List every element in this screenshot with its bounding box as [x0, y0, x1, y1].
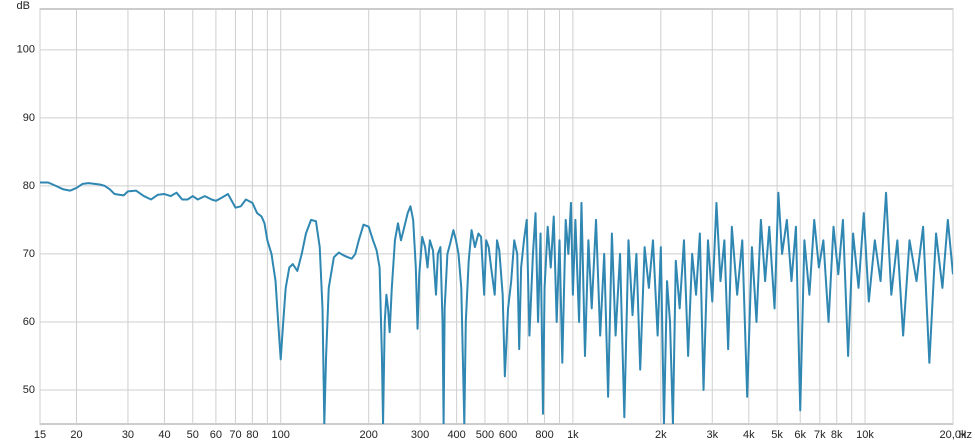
x-tick-label: 300	[411, 429, 429, 441]
y-axis-label: dB	[17, 0, 30, 12]
y-tick-label: 90	[23, 112, 35, 124]
x-tick-label: 60	[210, 429, 222, 441]
x-tick-label: 8k	[831, 429, 843, 441]
x-tick-label: 1k	[567, 429, 579, 441]
x-tick-label: 80	[246, 429, 258, 441]
x-tick-label: 20	[70, 429, 82, 441]
x-tick-label: 500	[476, 429, 494, 441]
x-tick-label: 10k	[856, 429, 874, 441]
x-tick-label: 40	[158, 429, 170, 441]
x-tick-label: 400	[447, 429, 465, 441]
x-tick-label: 800	[535, 429, 553, 441]
x-tick-label: 100	[272, 429, 290, 441]
x-tick-label: 20,0k	[940, 429, 967, 441]
x-tick-label: 3k	[706, 429, 718, 441]
y-tick-label: 60	[23, 316, 35, 328]
y-tick-label: 70	[23, 248, 35, 260]
y-tick-label: 50	[23, 384, 35, 396]
response-line	[40, 181, 953, 424]
x-tick-label: 50	[187, 429, 199, 441]
x-tick-label: 4k	[743, 429, 755, 441]
x-axis-unit: Hz	[959, 429, 972, 441]
x-tick-label: 200	[359, 429, 377, 441]
x-tick-label: 7k	[814, 429, 826, 441]
y-tick-label: 100	[17, 44, 35, 56]
plot-area	[39, 8, 954, 425]
grid	[39, 9, 954, 424]
x-tick-label: 600	[499, 429, 517, 441]
x-tick-label: 2k	[655, 429, 667, 441]
x-tick-label: 70	[229, 429, 241, 441]
x-tick-label: 30	[122, 429, 134, 441]
x-tick-label: 6k	[794, 429, 806, 441]
y-tick-label: 80	[23, 180, 35, 192]
x-tick-label: 5k	[771, 429, 783, 441]
x-tick-label: 15	[34, 429, 46, 441]
